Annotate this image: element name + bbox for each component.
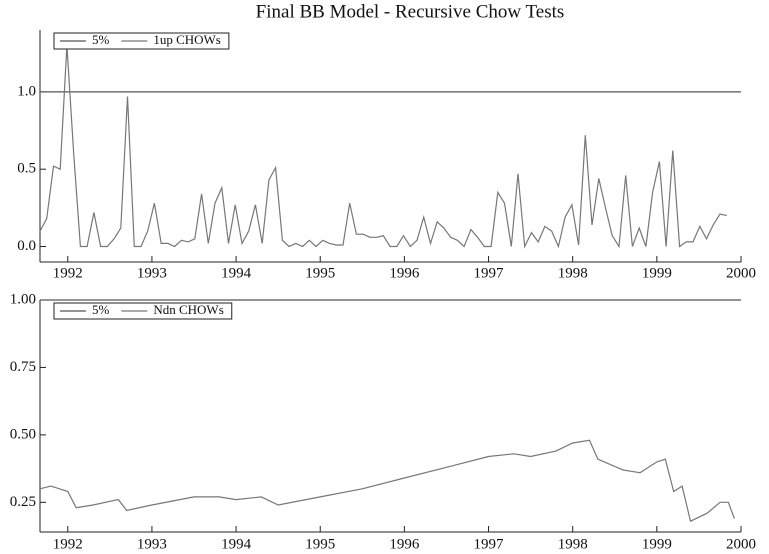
x-tick-label: 1992 — [53, 536, 83, 552]
legend-label: 5% — [92, 32, 110, 47]
y-tick-label: 0.0 — [17, 238, 36, 254]
y-tick-label: 0.25 — [10, 494, 36, 510]
x-tick-label: 1993 — [137, 265, 167, 281]
chart-title: Final BB Model - Recursive Chow Tests — [256, 1, 565, 22]
x-tick-label: 1995 — [305, 265, 335, 281]
series-line — [39, 439, 735, 523]
x-tick-label: 1995 — [305, 536, 335, 552]
x-tick-label: 1993 — [137, 536, 167, 552]
y-tick-label: 1.0 — [17, 83, 36, 99]
x-tick-label: 1992 — [53, 265, 83, 281]
x-tick-label: 1999 — [642, 536, 672, 552]
y-tick-label: 0.50 — [10, 426, 36, 442]
x-tick-label: 1996 — [389, 536, 420, 552]
x-tick-label: 2000 — [726, 265, 756, 281]
x-tick-label: 1997 — [474, 536, 505, 552]
legend-label: Ndn CHOWs — [153, 302, 223, 317]
x-tick-label: 1996 — [389, 265, 420, 281]
x-tick-label: 1994 — [221, 536, 252, 552]
y-tick-label: 0.75 — [10, 359, 36, 375]
x-tick-label: 1994 — [221, 265, 252, 281]
x-tick-label: 1998 — [558, 265, 588, 281]
y-tick-label: 0.5 — [17, 161, 36, 177]
x-tick-label: 1999 — [642, 265, 672, 281]
series-line — [39, 45, 727, 249]
x-tick-label: 2000 — [726, 536, 756, 552]
x-tick-label: 1998 — [558, 536, 588, 552]
x-tick-label: 1997 — [474, 265, 505, 281]
legend-label: 1up CHOWs — [153, 32, 221, 47]
legend-label: 5% — [92, 302, 110, 317]
y-tick-label: 1.00 — [10, 291, 36, 307]
